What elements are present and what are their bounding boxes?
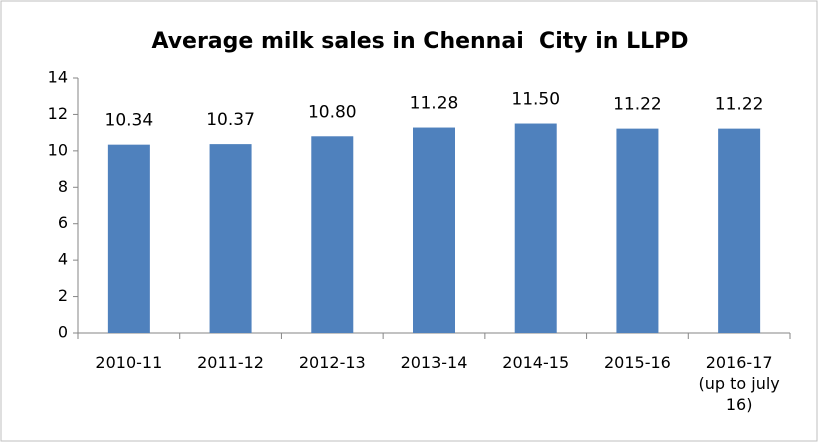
y-tick-label: 10 [48, 140, 68, 159]
x-tick-label: 2015-16 [603, 353, 671, 372]
y-tick-label: 8 [58, 177, 68, 196]
y-tick-label: 6 [58, 213, 68, 232]
bar [311, 136, 354, 333]
data-label: 10.37 [206, 110, 255, 130]
data-label: 10.80 [308, 102, 357, 122]
data-label: 11.22 [715, 95, 764, 115]
y-tick-label: 14 [48, 68, 68, 87]
y-tick-label: 12 [48, 104, 68, 123]
bar [413, 127, 455, 334]
y-tick-label: 2 [58, 286, 68, 305]
y-tick-label: 0 [58, 323, 68, 342]
data-label: 11.50 [511, 90, 560, 110]
y-tick-label: 4 [58, 250, 68, 269]
x-tick-label: 2016-17 (up to july 16) [698, 353, 780, 414]
data-label: 11.28 [410, 94, 459, 114]
x-tick-label: 2012-13 [298, 353, 366, 372]
x-tick-label: 2011-12 [197, 353, 264, 372]
bar [209, 144, 252, 333]
bar [107, 144, 150, 333]
bar [718, 128, 761, 333]
chart-title: Average milk sales in Chennai City in LL… [151, 29, 688, 54]
x-tick-label: 2014-15 [502, 353, 570, 372]
x-tick-label: 2010-11 [95, 353, 163, 372]
data-label: 10.34 [105, 111, 154, 131]
x-tick-label: 2013-14 [400, 353, 468, 372]
data-label: 11.22 [613, 95, 662, 115]
bar [616, 128, 659, 333]
bar [514, 123, 557, 334]
